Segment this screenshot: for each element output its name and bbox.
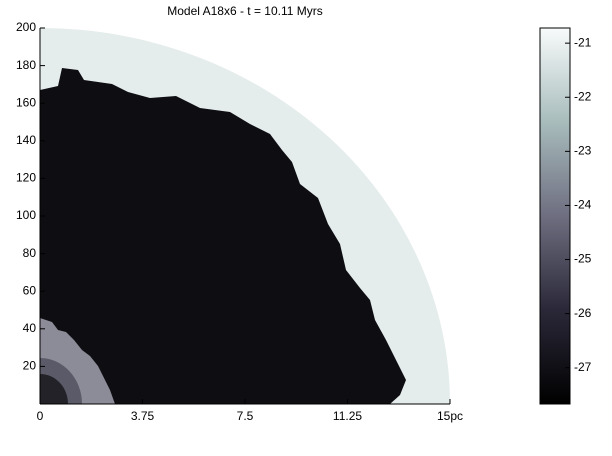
x-tick-label: 0 xyxy=(37,409,44,423)
y-tick-label: 100 xyxy=(16,208,36,222)
x-tick-label: 15pc xyxy=(437,409,463,423)
y-tick-label: 200 xyxy=(16,20,36,34)
y-tick-label: 20 xyxy=(23,359,37,373)
colorbar-tick-label: -25 xyxy=(574,252,592,266)
colorbar xyxy=(539,27,571,405)
x-tick-label: 11.25 xyxy=(333,409,362,423)
colorbar-tick-label: -24 xyxy=(574,198,592,212)
y-tick-label: 160 xyxy=(16,95,36,109)
y-tick-label: 60 xyxy=(23,283,37,297)
heatmap-image xyxy=(40,28,450,404)
y-tick-label: 80 xyxy=(23,246,37,260)
colorbar-tick-label: -21 xyxy=(574,35,592,49)
y-tick-label: 120 xyxy=(16,171,36,185)
y-tick-label: 40 xyxy=(23,321,37,335)
chart-title: Model A18x6 - t = 10.11 Myrs xyxy=(167,4,323,18)
colorbar-tick-label: -26 xyxy=(574,306,592,320)
colorbar-tick-label: -22 xyxy=(574,89,592,103)
y-tick-label: 140 xyxy=(16,133,36,147)
x-tick-label: 3.75 xyxy=(131,409,155,423)
colorbar-tick-label: -27 xyxy=(574,360,592,374)
y-tick-label: 180 xyxy=(16,58,36,72)
colorbar-tick-label: -23 xyxy=(574,144,592,158)
x-tick-label: 7.5 xyxy=(237,409,254,423)
